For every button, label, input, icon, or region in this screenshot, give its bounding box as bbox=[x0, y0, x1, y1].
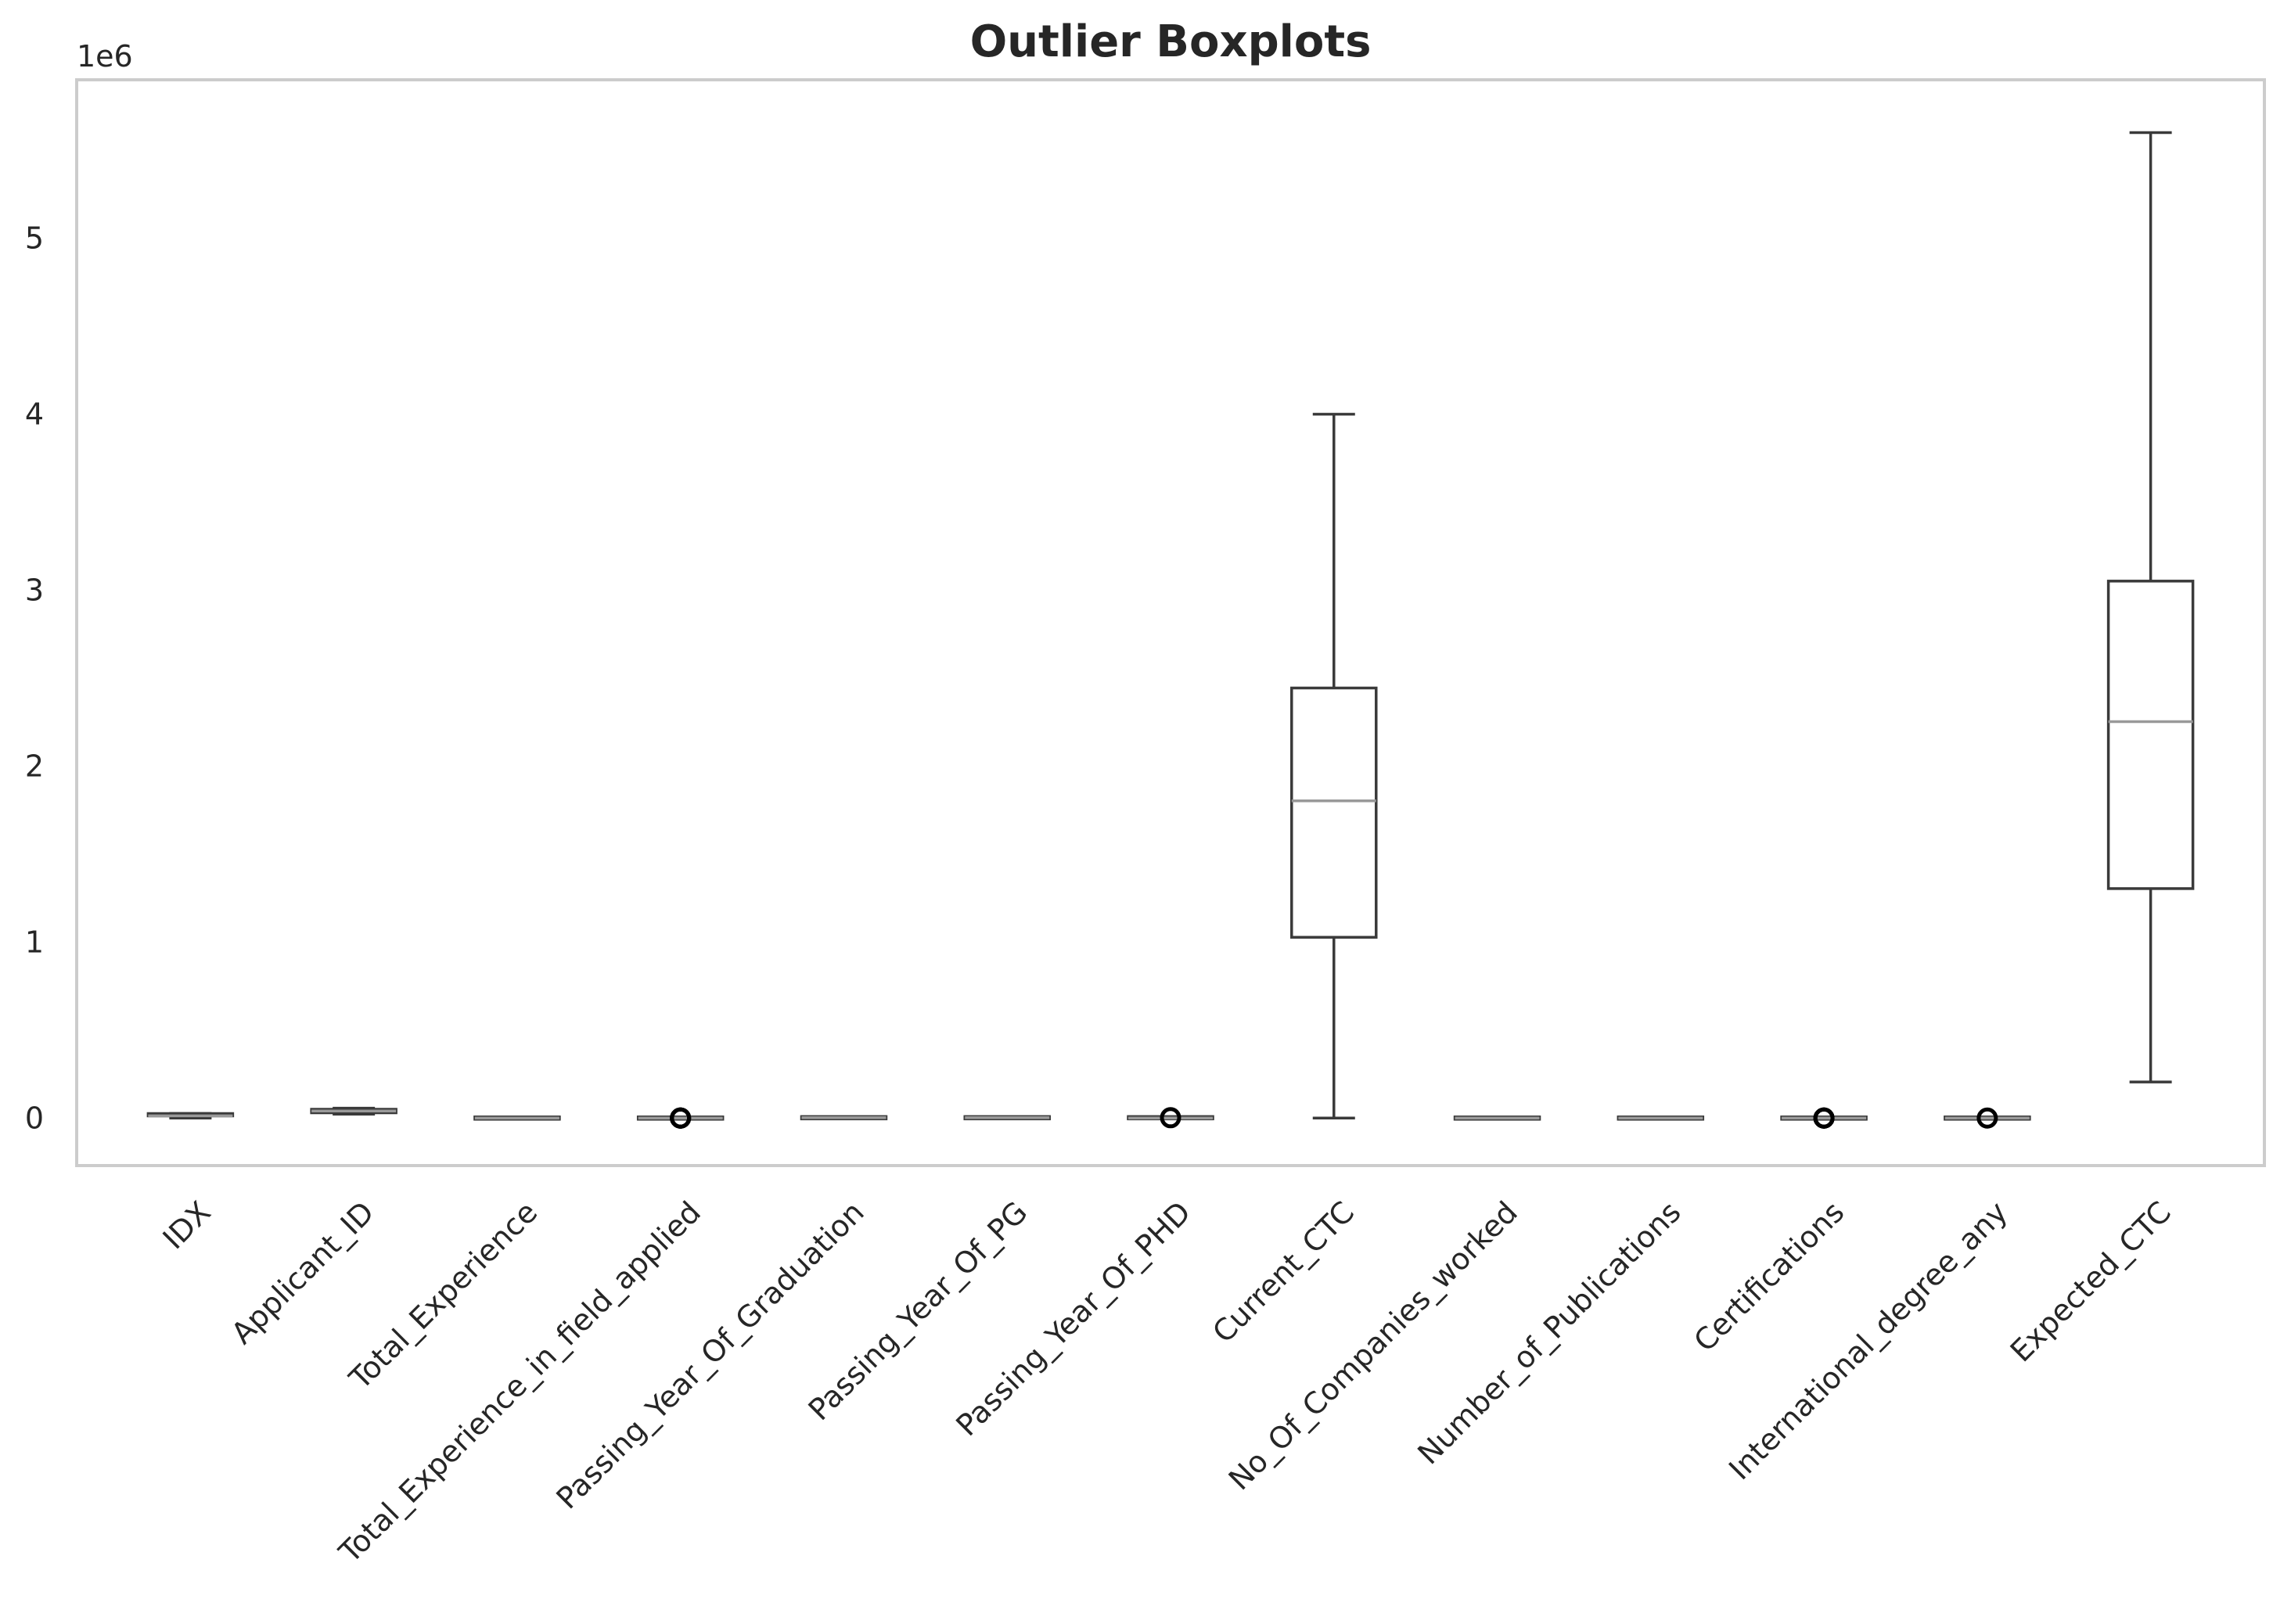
x-tick-label: Applicant_ID bbox=[225, 1195, 380, 1350]
y-tick-label: 1 bbox=[25, 925, 44, 959]
boxplot-Total_Experience_in_field_applied bbox=[636, 1107, 725, 1129]
x-tick-label: Passing_Year_Of_Graduation bbox=[550, 1195, 871, 1515]
boxes-layer bbox=[146, 131, 2195, 1129]
y-tick-label: 2 bbox=[25, 749, 44, 783]
x-tick-label: No_Of_Companies_worked bbox=[1222, 1195, 1524, 1496]
x-tick-label: Certifications bbox=[1687, 1195, 1850, 1358]
boxplot-Passing_Year_Of_Graduation bbox=[800, 1115, 888, 1121]
y-tick-label: 4 bbox=[25, 397, 44, 431]
plot-frame bbox=[75, 78, 2266, 1167]
boxplot-Current_CTC bbox=[1290, 412, 1378, 1120]
outlier-point bbox=[1813, 1107, 1835, 1129]
y-tick-label: 3 bbox=[25, 573, 44, 607]
boxplot-IDX bbox=[146, 1112, 235, 1120]
x-tick-label: Number_of_Publications bbox=[1411, 1195, 1687, 1471]
x-tick-label: Total_Experience_in_field_applied bbox=[332, 1195, 707, 1570]
y-tick-label: 5 bbox=[25, 221, 44, 255]
x-tick-label: International_degree_any bbox=[1722, 1195, 2014, 1486]
chart-title: Outlier Boxplots bbox=[970, 16, 1372, 67]
boxplot-International_degree_any bbox=[1944, 1107, 2031, 1129]
y-axis: 0 1 2 3 4 5 bbox=[25, 221, 44, 1135]
boxplot-Total_Experience bbox=[473, 1116, 561, 1121]
box bbox=[1290, 686, 1378, 939]
boxplot-Passing_Year_Of_PG bbox=[963, 1115, 1051, 1121]
x-tick-label: Expected_CTC bbox=[2004, 1195, 2178, 1368]
outlier-point bbox=[1160, 1107, 1181, 1129]
boxplot-Number_of_Publications bbox=[1617, 1116, 1705, 1121]
outlier-point bbox=[670, 1107, 692, 1129]
box bbox=[2106, 580, 2195, 890]
boxplot-Passing_Year_Of_PHD bbox=[1127, 1107, 1214, 1129]
x-axis: IDX Applicant_IDTotal_ExperienceTotal_Exp… bbox=[156, 1195, 2178, 1570]
y-axis-offset-label: 1e6 bbox=[77, 39, 133, 74]
outlier-point bbox=[1976, 1107, 1998, 1129]
boxplot-Certifications bbox=[1780, 1107, 1868, 1129]
boxplot-Expected_CTC bbox=[2106, 131, 2195, 1083]
boxplot-No_Of_Companies_worked bbox=[1453, 1116, 1541, 1121]
x-tick-label: IDX bbox=[156, 1195, 218, 1256]
y-tick-label: 0 bbox=[25, 1101, 44, 1135]
x-tick-label: Current_CTC bbox=[1206, 1195, 1361, 1349]
boxplot-Applicant_ID bbox=[310, 1106, 397, 1116]
